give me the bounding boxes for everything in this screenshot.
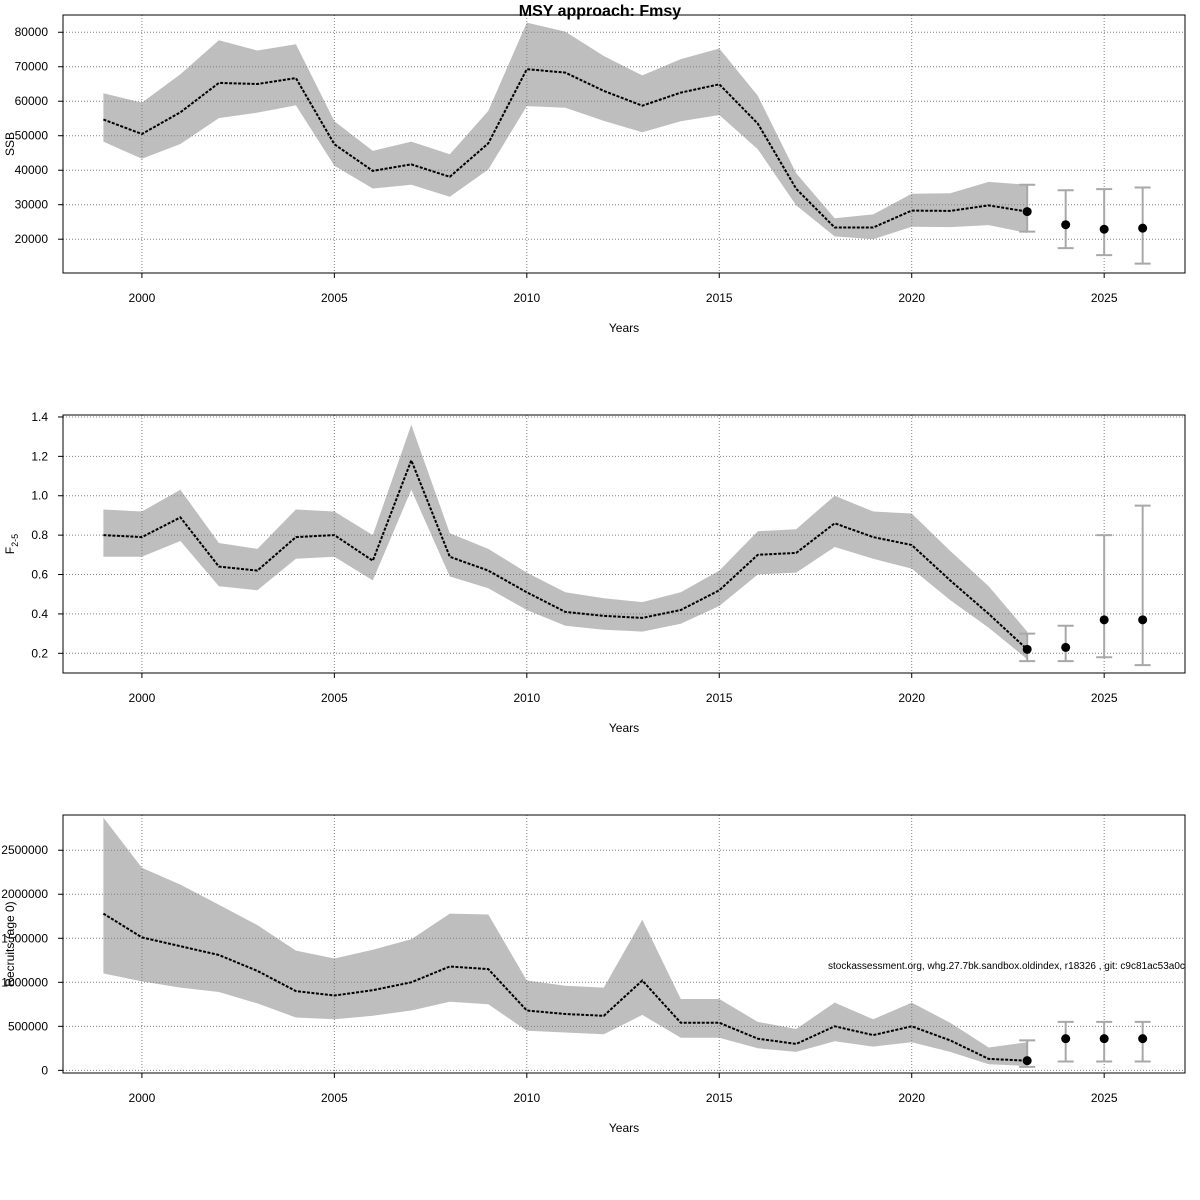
ssb-xtick-label: 2020 [898, 291, 925, 305]
recruits-ytick-label: 2000000 [1, 887, 48, 901]
fbar-xtick-label: 2025 [1091, 691, 1118, 705]
ssb-forecast-point [1099, 224, 1109, 234]
ssb-forecast-point [1138, 223, 1148, 233]
ssb-plot-frame [62, 14, 1186, 274]
ssb-xtick-label: 2010 [513, 291, 540, 305]
ssb-forecast-point [1022, 207, 1032, 217]
ssb-estimate-line [103, 68, 1028, 229]
recruits-confidence-band [103, 817, 1028, 1066]
fbar-confidence-band [103, 424, 1028, 660]
fbar-xtick-label: 2010 [513, 691, 540, 705]
fbar-forecast-point [1138, 615, 1148, 625]
ssb-xtick-label: 2025 [1091, 291, 1118, 305]
recruits-estimate-line [102, 912, 1028, 1062]
fbar-plot-frame [62, 414, 1186, 674]
fbar-ytick-label: 0.2 [31, 646, 48, 660]
recruits-ytick-label: 2500000 [1, 843, 48, 857]
ssb-y-axis-label: SSB [3, 132, 17, 156]
fbar-xtick-label: 2005 [321, 691, 348, 705]
recruits-y-axis-label: Recruits (age 0) [3, 901, 17, 986]
recruits-xtick-label: 2005 [321, 1091, 348, 1105]
recruits-xtick-label: 2010 [513, 1091, 540, 1105]
recruits-panel: 2000 2005 2010 2015 2020 2025 0 500000 1000000 15… [1, 814, 1186, 1135]
recruits-plot-frame [62, 814, 1186, 1074]
fbar-forecast-point [1099, 615, 1109, 625]
ssb-ytick-label: 60000 [15, 94, 49, 108]
recruits-ytick-label: 0 [41, 1063, 48, 1077]
recruits-xtick-label: 2000 [129, 1091, 156, 1105]
fbar-ytick-label: 1.2 [31, 449, 48, 463]
recruits-xtick-label: 2015 [706, 1091, 733, 1105]
recruits-forecast-point [1138, 1034, 1148, 1044]
fbar-xtick-label: 2020 [898, 691, 925, 705]
fbar-y-axis-label: F2-5 [3, 534, 20, 554]
ssb-ytick-label: 80000 [15, 25, 49, 39]
recruits-xtick-label: 2020 [898, 1091, 925, 1105]
fbar-x-axis-label: Years [609, 721, 639, 735]
recruits-ytick-label: 500000 [8, 1019, 48, 1033]
ssb-ytick-label: 40000 [15, 163, 49, 177]
fbar-forecast-point [1022, 644, 1032, 654]
fbar-xtick-label: 2000 [129, 691, 156, 705]
ssb-x-axis-label: Years [609, 321, 639, 335]
fbar-ytick-label: 1.0 [31, 489, 48, 503]
recruits-ytick-label: 1500000 [1, 931, 48, 945]
figure-title: MSY approach: Fmsy [519, 3, 682, 20]
ssb-xtick-label: 2005 [321, 291, 348, 305]
recruits-y-axis-label-main: Recruits (age 0) [3, 901, 17, 986]
fbar-forecast-point [1061, 642, 1071, 652]
fbar-panel: 2000 2005 2010 2015 2020 2025 0.2 0.4 0.6 0.8 1.0 1… [3, 410, 1186, 735]
recruits-x-axis-label: Years [609, 1121, 639, 1135]
ssb-ytick-label: 70000 [15, 60, 49, 74]
recruits-xtick-label: 2025 [1091, 1091, 1118, 1105]
fbar-ytick-label: 0.6 [31, 568, 48, 582]
ssb-ytick-label: 30000 [15, 198, 49, 212]
recruits-ytick-label: 1000000 [1, 975, 48, 989]
ssb-ytick-label: 20000 [15, 232, 49, 246]
ssb-panel: 2000 2005 2010 2015 2020 2025 20000 30000 40000 5… [3, 14, 1186, 335]
fbar-y-axis-label-main: F [3, 547, 17, 554]
fbar-y-axis-label-subscript: 2-5 [10, 534, 20, 547]
ssb-xtick-label: 2015 [706, 291, 733, 305]
recruits-forecast-point [1099, 1034, 1109, 1044]
recruits-forecast-point [1061, 1034, 1071, 1044]
fbar-ytick-label: 1.4 [31, 410, 48, 424]
fbar-estimate-line [103, 457, 1028, 651]
ssb-confidence-band [103, 22, 1028, 240]
ssb-xtick-label: 2000 [129, 291, 156, 305]
ssb-forecast-point [1061, 220, 1071, 230]
fbar-ytick-label: 0.8 [31, 528, 48, 542]
ssb-y-axis-label-main: SSB [3, 132, 17, 156]
recruits-forecast-point [1022, 1056, 1032, 1066]
fbar-ytick-label: 0.4 [31, 607, 48, 621]
source-annotation: stockassessment.org, whg.27.7bk.sandbox.… [828, 961, 1185, 972]
ssb-ytick-label: 50000 [15, 129, 49, 143]
fbar-xtick-label: 2015 [706, 691, 733, 705]
